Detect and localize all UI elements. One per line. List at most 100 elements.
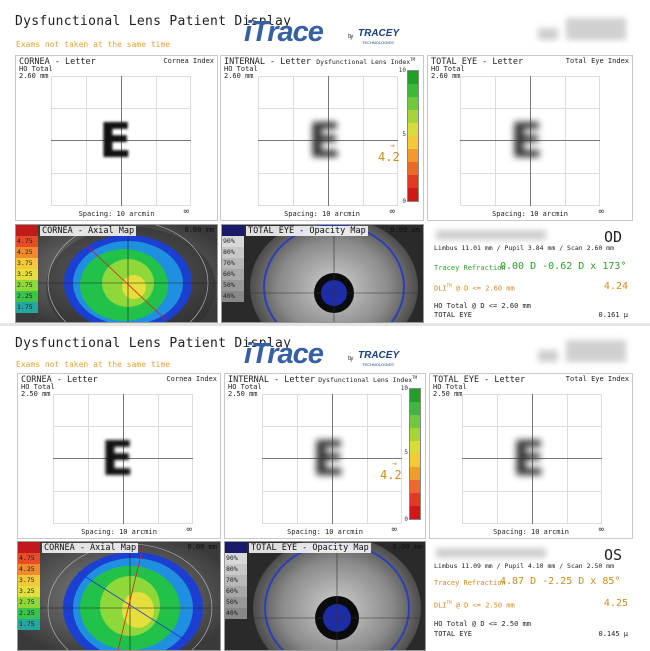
logo-by: by [348, 34, 353, 40]
limbus-pupil-scan: Limbus 11.09 mm / Pupil 4.10 mm / Scan 2… [434, 562, 615, 570]
internal-letter-panel[interactable]: INTERNAL - Letter Dysfunctional Lens Ind… [220, 55, 424, 221]
redacted-name [436, 230, 546, 240]
letter-e-image: E [101, 431, 134, 487]
panel-index-label: Cornea Index [163, 57, 214, 65]
panel-index-label: Total Eye Index [565, 57, 629, 65]
total-eye-opacity-map[interactable]: 90% 80% 70% 60% 50% 40% TOTAL EYE - Opac… [221, 224, 424, 323]
itrace-logo: iTrace by TRACEY TECHNOLOGIES [244, 16, 399, 49]
section-divider [0, 323, 650, 326]
cornea-axial-map[interactable]: 4.75 4.25 3.75 3.25 2.75 2.25 1.75 CORNE… [15, 224, 218, 323]
glasses-icon[interactable]: ∞ [186, 525, 192, 535]
axial-map-image [16, 225, 217, 322]
panel-title: INTERNAL - Letter [228, 375, 315, 385]
scale-label-bottom: 0 [404, 516, 408, 523]
glasses-icon[interactable]: ∞ [598, 525, 604, 535]
opacity-map-image [225, 542, 425, 650]
scale-label-mid: 5 [402, 131, 406, 138]
page-title: Dysfunctional Lens Patient Display [15, 14, 292, 29]
panel-index-label: Cornea Index [166, 375, 217, 383]
map-title: CORNEA - Axial Map [42, 543, 139, 553]
panel-subtitle: HO Total 2.60 mm [431, 65, 465, 80]
letter-grid: E [258, 76, 398, 206]
cornea-letter-panel[interactable]: CORNEA - Letter Cornea Index HO Total 2.5… [17, 373, 221, 539]
measurement-info-panel: OD Limbus 11.01 mm / Pupil 3.84 mm / Sca… [432, 226, 634, 319]
dli-value-indicator: → 4.2 [380, 459, 402, 482]
total-eye-value: 0.145 µ [598, 630, 628, 638]
total-eye-label: TOTAL EYE [434, 311, 472, 319]
ho-total-label: HO Total @ D <= 2.50 mm [434, 620, 531, 628]
itrace-logo: iTrace by TRACEY TECHNOLOGIES [244, 338, 399, 371]
panel-title: CORNEA - Letter [19, 57, 96, 67]
dli-color-scale [407, 70, 419, 202]
dli-value: 4.25 [603, 598, 628, 609]
panel-index-label: Dysfunctional Lens IndexTM [318, 375, 417, 385]
letter-grid: E [51, 76, 191, 206]
glasses-icon[interactable]: ∞ [391, 525, 397, 535]
redacted-name [436, 548, 546, 558]
logo-brand-sub: TECHNOLOGIES [362, 362, 394, 367]
panel-index-label: Total Eye Index [565, 375, 629, 383]
arrow-icon: → [390, 141, 395, 150]
ho-total-label: HO Total @ D <= 2.60 mm [434, 302, 531, 310]
total-eye-letter-panel[interactable]: TOTAL EYE - Letter Total Eye Index HO To… [429, 373, 633, 539]
top-display-od: Dysfunctional Lens Patient Display Exams… [0, 0, 650, 323]
map-offset: 0.00 mm [184, 226, 214, 234]
map-offset: 0.00 mm [187, 543, 217, 551]
logo-brand: TRACEY [358, 28, 400, 39]
eye-label: OS [603, 546, 622, 564]
scale-label-top: 10 [400, 385, 408, 392]
total-eye-value: 0.161 µ [598, 311, 628, 319]
spacing-label: Spacing: 10 arcmin [493, 528, 569, 536]
axial-map-image [18, 542, 220, 650]
refraction-value: 0.00 D -0.62 D x 173° [500, 261, 627, 272]
map-offset: 0.00 mm [392, 543, 422, 551]
scale-label-top: 10 [398, 67, 406, 74]
logo-brand-sub: TECHNOLOGIES [362, 40, 394, 45]
scale-label-bottom: 0 [402, 198, 406, 205]
panel-title: INTERNAL - Letter [224, 57, 311, 67]
logo-brand: TRACEY [358, 350, 400, 361]
letter-e-image: E [308, 113, 341, 169]
refraction-label: Tracey Refraction [434, 264, 506, 272]
measurement-info-panel: OS Limbus 11.09 mm / Pupil 4.10 mm / Sca… [432, 544, 634, 648]
glasses-icon[interactable]: ∞ [183, 207, 189, 217]
map-title: TOTAL EYE - Opacity Map [246, 226, 368, 236]
page-title: Dysfunctional Lens Patient Display [15, 336, 292, 351]
total-eye-letter-panel[interactable]: TOTAL EYE - Letter Total Eye Index HO To… [427, 55, 633, 221]
refraction-label: Tracey Refraction [434, 579, 506, 587]
total-eye-opacity-map[interactable]: 90% 80% 70% 60% 50% 40% TOTAL EYE - Opac… [224, 541, 426, 651]
glasses-icon[interactable]: ∞ [389, 207, 395, 217]
panel-title: TOTAL EYE - Letter [431, 57, 524, 67]
letter-e-image: E [510, 113, 543, 169]
total-eye-label: TOTAL EYE [434, 630, 472, 638]
letter-e-image: E [99, 113, 132, 169]
redacted-patient-info [538, 16, 628, 44]
dli-label: DLITM @ D <= 2.60 mm [434, 283, 515, 293]
internal-letter-panel[interactable]: INTERNAL - Letter Dysfunctional Lens Ind… [224, 373, 426, 539]
glasses-icon[interactable]: ∞ [598, 207, 604, 217]
opacity-map-legend: 90% 80% 70% 60% 50% 40% [225, 542, 247, 650]
letter-e-image: E [512, 431, 545, 487]
exam-warning: Exams not taken at the same time [16, 360, 171, 369]
panel-title: CORNEA - Letter [21, 375, 98, 385]
panel-subtitle: HO Total 2.60 mm [224, 65, 258, 80]
spacing-label: Spacing: 10 arcmin [284, 210, 360, 218]
letter-grid: E [53, 394, 193, 524]
spacing-label: Spacing: 10 arcmin [492, 210, 568, 218]
letter-e-image: E [312, 431, 345, 487]
exam-warning: Exams not taken at the same time [16, 40, 171, 49]
cornea-letter-panel[interactable]: CORNEA - Letter Cornea Index HO Total 2.6… [15, 55, 218, 221]
map-title: CORNEA - Axial Map [40, 226, 137, 236]
logo-main: iTrace [244, 16, 324, 48]
letter-grid: E [462, 394, 602, 524]
logo-main: iTrace [244, 338, 324, 370]
redacted-patient-info [538, 338, 628, 366]
dli-value: 4.24 [603, 281, 628, 292]
opacity-map-legend: 90% 80% 70% 60% 50% 40% [222, 225, 244, 322]
axial-map-legend: 4.75 4.25 3.75 3.25 2.75 2.25 1.75 [18, 542, 40, 650]
eye-label: OD [603, 228, 622, 246]
cornea-axial-map[interactable]: 4.75 4.25 3.75 3.25 2.75 2.25 1.75 CORNE… [17, 541, 221, 651]
spacing-label: Spacing: 10 arcmin [78, 210, 155, 218]
spacing-label: Spacing: 10 arcmin [287, 528, 363, 536]
dli-color-scale [409, 388, 421, 520]
